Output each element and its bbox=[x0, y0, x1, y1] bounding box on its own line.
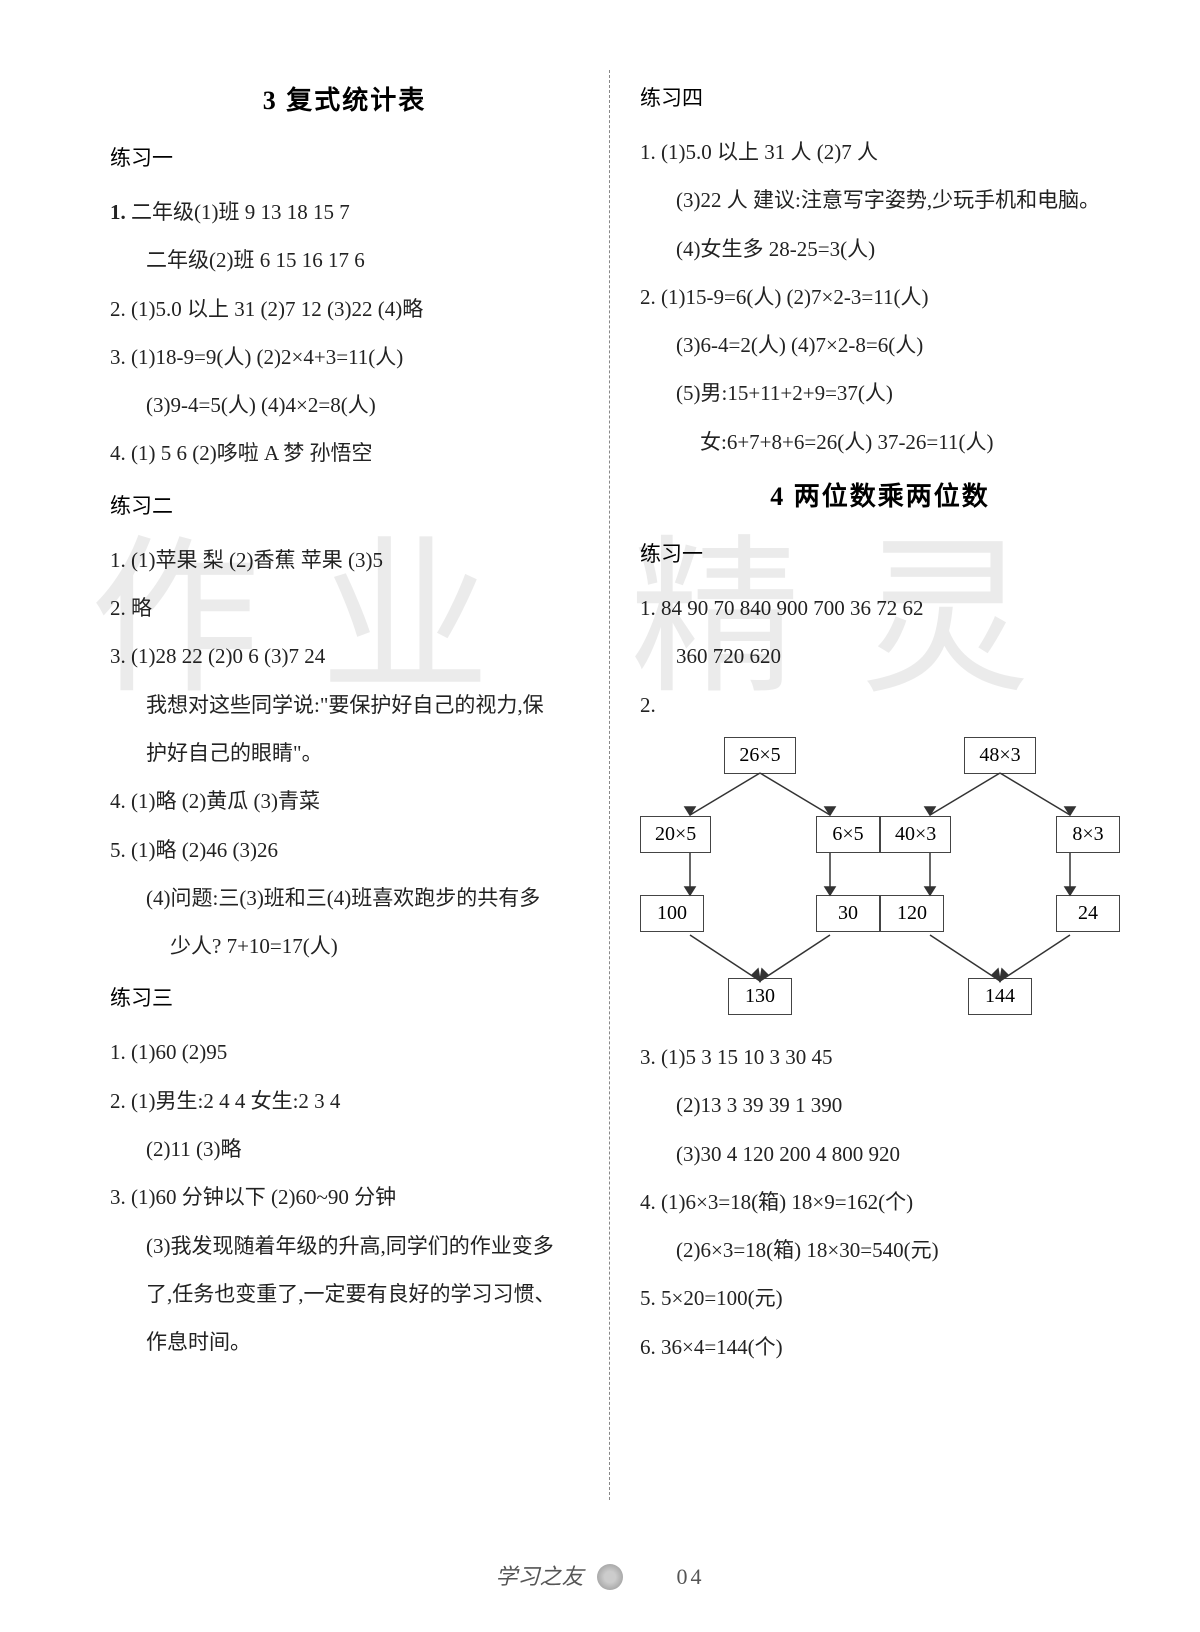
ex1-l5: 4. (1) 5 6 (2)哆啦 A 梦 孙悟空 bbox=[110, 429, 579, 477]
tr-top: 48×3 bbox=[964, 737, 1035, 774]
section-4-title: 4 两位数乘两位数 bbox=[640, 476, 1120, 513]
left-column: 3 复式统计表 练习一 1. 二年级(1)班 9 13 18 15 7 二年级(… bbox=[90, 70, 610, 1500]
rex1-a5: 5. 5×20=100(元) bbox=[640, 1274, 1120, 1322]
ex1-l3: 3. (1)18-9=9(人) (2)2×4+3=11(人) bbox=[110, 333, 579, 381]
ex1-l2: 2. (1)5.0 以上 31 (2)7 12 (3)22 (4)略 bbox=[110, 285, 579, 333]
section-3-title: 3 复式统计表 bbox=[110, 80, 579, 117]
ex4-l3: 2. (1)15-9=6(人) (2)7×2-3=11(人) bbox=[640, 273, 1120, 321]
rex1-l2: 2. bbox=[640, 681, 1120, 729]
rex1-a0: 3. (1)5 3 15 10 3 30 45 bbox=[640, 1033, 1120, 1081]
ex3-l4: (3)我发现随着年级的升高,同学们的作业变多 bbox=[110, 1222, 579, 1270]
footer-text: 学习之友 bbox=[495, 1564, 583, 1589]
ex2-heading: 练习二 bbox=[110, 490, 579, 520]
footer-dot-icon bbox=[597, 1564, 623, 1590]
ex2-l6: 5. (1)略 (2)46 (3)26 bbox=[110, 826, 579, 874]
ex2-l7: (4)问题:三(3)班和三(4)班喜欢跑步的共有多 bbox=[110, 874, 579, 922]
ex3-l3: 3. (1)60 分钟以下 (2)60~90 分钟 bbox=[110, 1173, 579, 1221]
rex1-a3: 4. (1)6×3=18(箱) 18×9=162(个) bbox=[640, 1178, 1120, 1226]
ex4-l5: (5)男:15+11+2+9=37(人) bbox=[640, 369, 1120, 417]
ex2-l5: 4. (1)略 (2)黄瓜 (3)青菜 bbox=[110, 777, 579, 825]
tr-r0: 120 bbox=[880, 895, 944, 932]
page-footer: 学习之友 04 bbox=[0, 1559, 1200, 1592]
ex4-l0: 1. (1)5.0 以上 31 人 (2)7 人 bbox=[640, 128, 1120, 176]
tr-r1: 24 bbox=[1056, 895, 1120, 932]
tree-right: 48×3 40×3 8×3 120 24 144 bbox=[880, 737, 1120, 1015]
ex4-l1: (3)22 人 建议:注意写字姿势,少玩手机和电脑。 bbox=[640, 176, 1120, 224]
tr-final: 144 bbox=[968, 978, 1032, 1015]
ex2-l4: 护好自己的眼睛"。 bbox=[110, 729, 579, 777]
ex1-l1: 二年级(2)班 6 15 16 17 6 bbox=[110, 236, 579, 284]
tree-left: 26×5 20×5 6×5 100 30 130 bbox=[640, 737, 880, 1015]
ex2-l1: 2. 略 bbox=[110, 584, 579, 632]
ex3-l1: 2. (1)男生:2 4 4 女生:2 3 4 bbox=[110, 1077, 579, 1125]
tree-diagrams: 26×5 20×5 6×5 100 30 130 bbox=[640, 737, 1120, 1015]
tl-c1: 6×5 bbox=[816, 816, 880, 853]
tr-c1: 8×3 bbox=[1056, 816, 1120, 853]
ex2-l3: 我想对这些同学说:"要保护好自己的视力,保 bbox=[110, 681, 579, 729]
ex2-l2: 3. (1)28 22 (2)0 6 (3)7 24 bbox=[110, 632, 579, 680]
ex1-l4: (3)9-4=5(人) (4)4×2=8(人) bbox=[110, 381, 579, 429]
ex1-l0: 1. 二年级(1)班 9 13 18 15 7 bbox=[110, 188, 579, 236]
rex1-a6: 6. 36×4=144(个) bbox=[640, 1323, 1120, 1371]
ex4-l4: (3)6-4=2(人) (4)7×2-8=6(人) bbox=[640, 321, 1120, 369]
tr-c0: 40×3 bbox=[880, 816, 951, 853]
tl-final: 130 bbox=[728, 978, 792, 1015]
right-column: 练习四 1. (1)5.0 以上 31 人 (2)7 人 (3)22 人 建议:… bbox=[610, 70, 1140, 1500]
ex2-l0: 1. (1)苹果 梨 (2)香蕉 苹果 (3)5 bbox=[110, 536, 579, 584]
tl-r0: 100 bbox=[640, 895, 704, 932]
ex3-l0: 1. (1)60 (2)95 bbox=[110, 1028, 579, 1076]
rex1-a2: (3)30 4 120 200 4 800 920 bbox=[640, 1130, 1120, 1178]
ex4-heading: 练习四 bbox=[640, 82, 1120, 112]
tl-r1: 30 bbox=[816, 895, 880, 932]
ex4-l2: (4)女生多 28-25=3(人) bbox=[640, 225, 1120, 273]
rex1-l1b: 360 720 620 bbox=[640, 632, 1120, 680]
rex1-a4: (2)6×3=18(箱) 18×30=540(元) bbox=[640, 1226, 1120, 1274]
tl-c0: 20×5 bbox=[640, 816, 711, 853]
footer-page-number: 04 bbox=[677, 1564, 705, 1589]
ex3-l5: 了,任务也变重了,一定要有良好的学习习惯、 bbox=[110, 1270, 579, 1318]
tl-top: 26×5 bbox=[724, 737, 795, 774]
ex2-l8: 少人? 7+10=17(人) bbox=[110, 922, 579, 970]
page: 3 复式统计表 练习一 1. 二年级(1)班 9 13 18 15 7 二年级(… bbox=[0, 0, 1200, 1520]
ex1-l0-t: 二年级(1)班 9 13 18 15 7 bbox=[131, 200, 350, 224]
rex1-a1: (2)13 3 39 39 1 390 bbox=[640, 1081, 1120, 1129]
rex1-heading: 练习一 bbox=[640, 538, 1120, 568]
ex1-heading: 练习一 bbox=[110, 142, 579, 172]
rex1-l1: 1. 84 90 70 840 900 700 36 72 62 bbox=[640, 584, 1120, 632]
ex3-heading: 练习三 bbox=[110, 982, 579, 1012]
ex3-l6: 作息时间。 bbox=[110, 1318, 579, 1366]
ex4-l6: 女:6+7+8+6=26(人) 37-26=11(人) bbox=[640, 418, 1120, 466]
ex3-l2: (2)11 (3)略 bbox=[110, 1125, 579, 1173]
